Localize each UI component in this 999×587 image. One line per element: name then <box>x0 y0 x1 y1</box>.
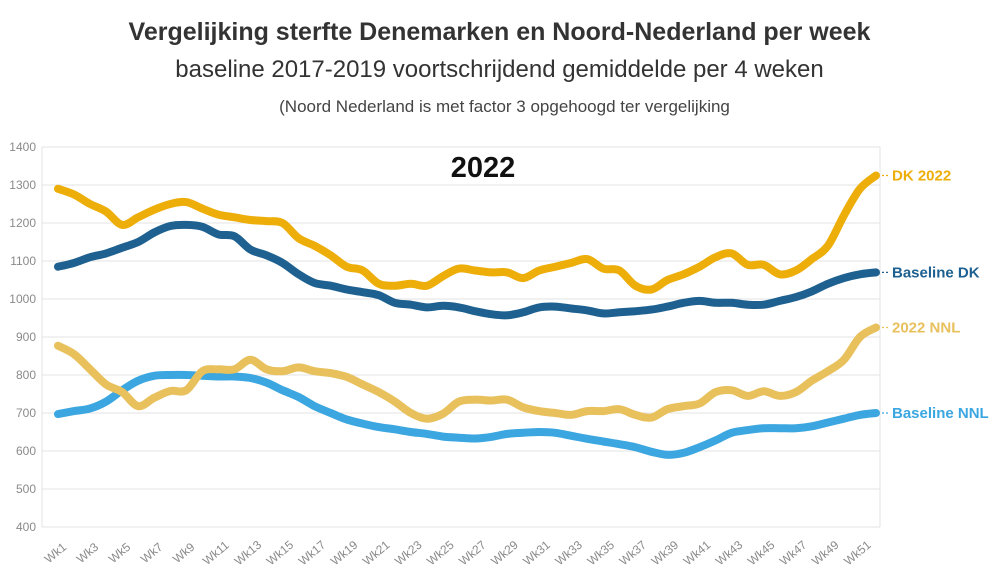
y-tick-label: 1400 <box>9 140 36 154</box>
x-tick-label: Wk17 <box>296 538 329 569</box>
x-tick-label: Wk33 <box>552 538 585 569</box>
y-axis: 400 500 600 700 800 900 1000 1100 1200 1300 1400 <box>9 140 36 534</box>
y-tick-label: 700 <box>16 406 36 420</box>
x-tick-label: Wk27 <box>456 538 489 569</box>
x-tick-label: Wk35 <box>585 538 618 569</box>
x-tick-label: Wk39 <box>649 538 682 569</box>
series-label-dk-2022: DK 2022 <box>892 168 951 185</box>
x-tick-label: Wk1 <box>42 540 70 566</box>
x-tick-label: Wk29 <box>488 538 521 569</box>
x-tick-label: Wk21 <box>360 538 393 569</box>
x-tick-label: Wk43 <box>713 538 746 569</box>
x-axis: Wk1 Wk3 Wk5 Wk7 Wk9 Wk11 Wk13 Wk15 Wk17 Wk19 Wk21 W… <box>42 538 874 569</box>
series-labels: DK 2022 Baseline DK 2022 NNL Baseline NNL <box>882 168 989 422</box>
x-tick-label: Wk45 <box>745 538 778 569</box>
x-tick-label: Wk19 <box>328 538 361 569</box>
series-lines <box>54 171 880 459</box>
y-tick-label: 800 <box>16 368 36 382</box>
y-tick-label: 900 <box>16 330 36 344</box>
chart-note: (Noord Nederland is met factor 3 opgehoo… <box>279 97 730 116</box>
x-tick-label: Wk37 <box>617 538 650 569</box>
y-tick-label: 1300 <box>9 178 36 192</box>
x-tick-label: Wk13 <box>232 538 265 569</box>
y-tick-label: 1100 <box>10 254 36 268</box>
series-label-baseline-nnl: Baseline NNL <box>892 405 989 422</box>
x-tick-label: Wk51 <box>841 538 874 569</box>
chart-subtitle: baseline 2017-2019 voortschrijdend gemid… <box>175 56 824 83</box>
x-tick-label: Wk9 <box>170 540 198 566</box>
series-label-2022-nnl: 2022 NNL <box>892 320 960 337</box>
x-tick-label: Wk25 <box>424 538 457 569</box>
x-tick-label: Wk47 <box>777 538 810 569</box>
x-tick-label: Wk11 <box>200 538 232 568</box>
y-tick-label: 500 <box>16 482 36 496</box>
series-line-baseline-dk <box>54 220 880 320</box>
x-tick-label: Wk31 <box>520 538 553 569</box>
x-tick-label: Wk3 <box>74 540 102 566</box>
y-tick-label: 1000 <box>9 292 36 306</box>
chart-title: Vergelijking sterfte Denemarken en Noord… <box>128 18 871 46</box>
x-tick-label: Wk49 <box>809 538 842 569</box>
series-label-baseline-dk: Baseline DK <box>892 264 980 281</box>
x-tick-label: Wk41 <box>681 538 714 569</box>
series-line-2022-nnl <box>54 323 880 423</box>
series-line-baseline-nnl <box>54 370 880 459</box>
y-tick-label: 600 <box>16 444 36 458</box>
y-tick-label: 1200 <box>9 216 36 230</box>
series-line-dk-2022 <box>54 171 880 294</box>
x-tick-label: Wk15 <box>264 538 297 569</box>
x-tick-label: Wk23 <box>392 538 425 569</box>
x-tick-label: Wk7 <box>138 540 166 566</box>
year-annotation: 2022 <box>451 152 516 184</box>
x-tick-label: Wk5 <box>106 540 134 566</box>
y-tick-label: 400 <box>16 520 36 534</box>
grid <box>41 146 881 528</box>
